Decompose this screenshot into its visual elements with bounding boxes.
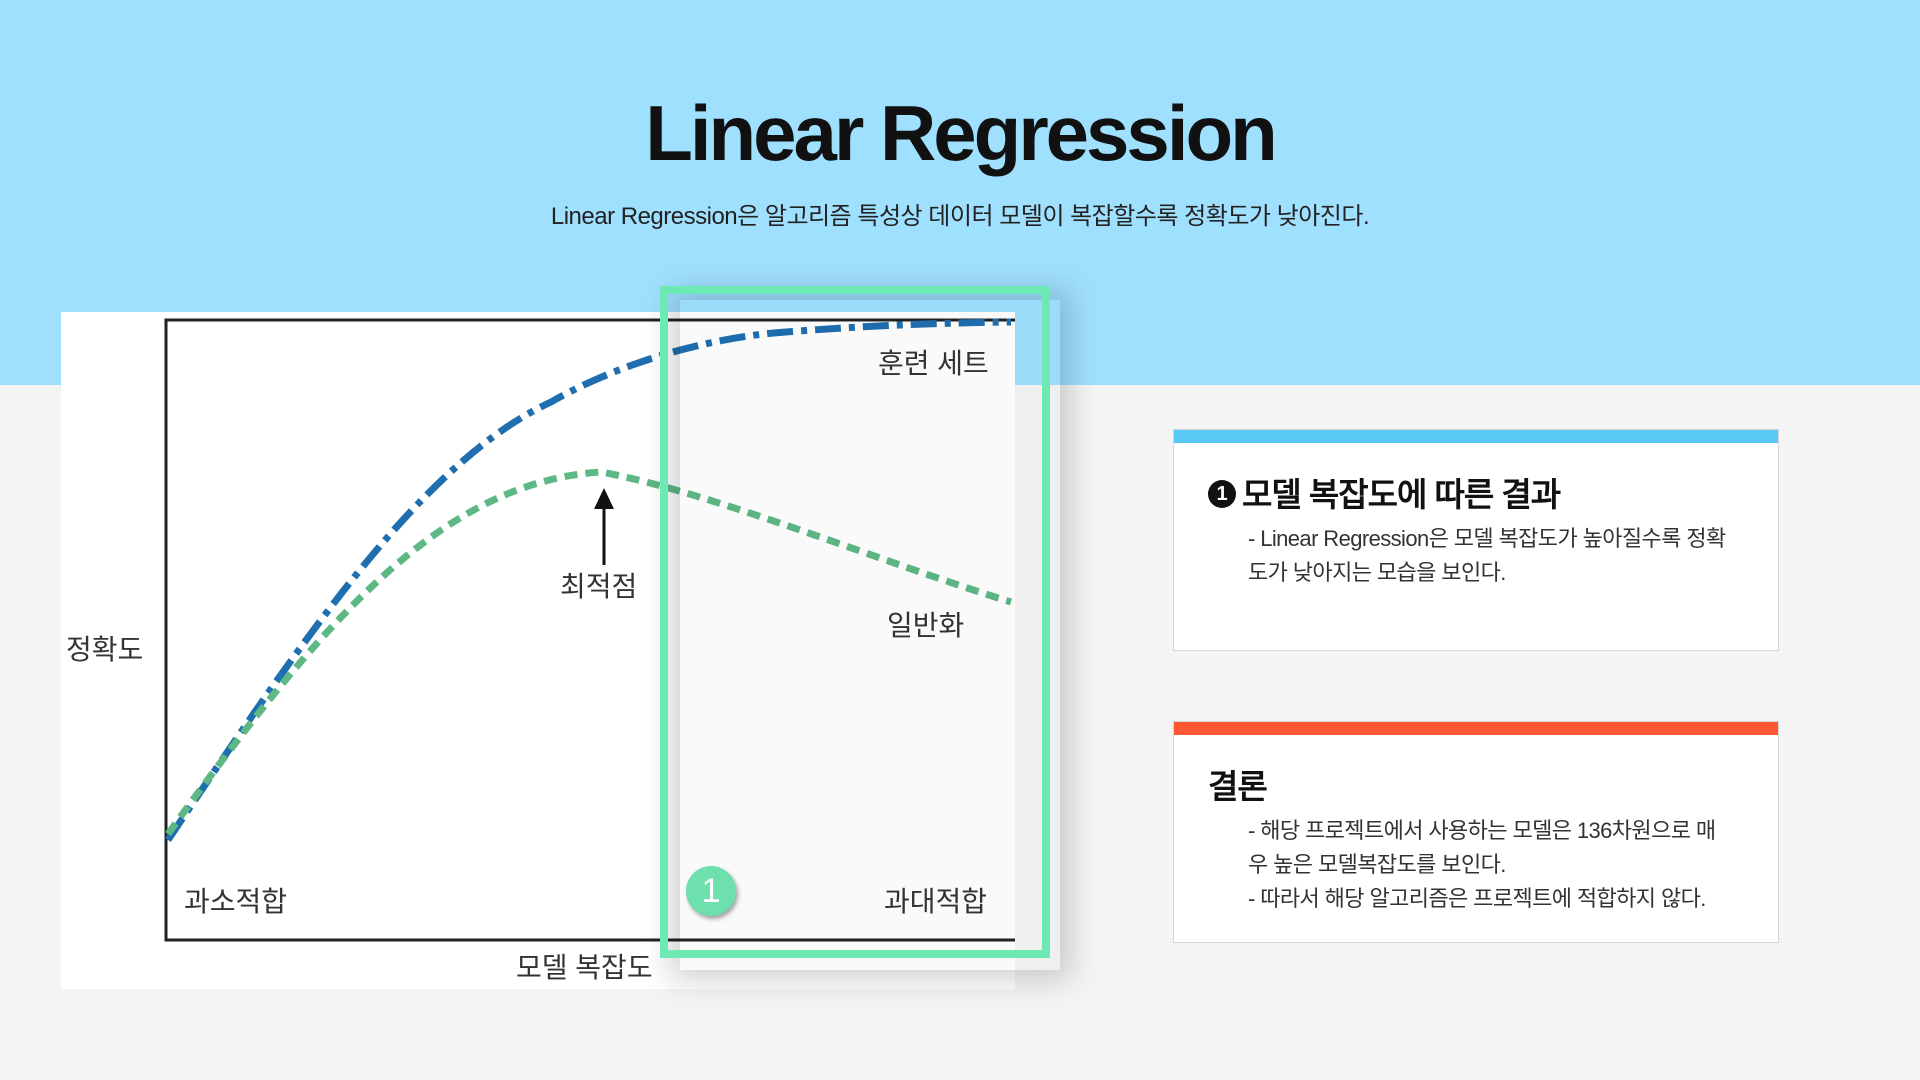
conclusion-card-accent-bar — [1174, 722, 1778, 735]
result-line-2: 도가 낮아지는 모습을 보인다. — [1248, 560, 1506, 585]
overfit-highlight-box — [660, 286, 1050, 958]
page-title: Linear Regression — [645, 89, 1278, 177]
overfit-label: 과대적합 — [884, 886, 988, 917]
marker-badge: 1 — [686, 866, 736, 916]
x-axis-label: 모델 복잡도 — [516, 952, 653, 983]
general-curve-label: 일반화 — [887, 610, 965, 641]
result-card-title: 1 모델 복잡도에 따른 결과 — [1208, 468, 1561, 516]
diagram-graphic — [164, 318, 1015, 942]
plot-frame — [164, 318, 1015, 942]
conclusion-line-1: - 해당 프로젝트에서 사용하는 모델은 136차원으로 매 — [1248, 818, 1716, 843]
conclusion-card-body: - 해당 프로젝트에서 사용하는 모델은 136차원으로 매 우 높은 모델복잡… — [1248, 814, 1758, 916]
conclusion-line-3: - 따라서 해당 알고리즘은 프로젝트에 적합하지 않다. — [1248, 886, 1706, 911]
result-card-body: - Linear Regression은 모델 복잡도가 높아질수록 정확 도가… — [1248, 522, 1758, 590]
train-curve — [165, 318, 1012, 842]
number-one-badge: 1 — [1208, 480, 1236, 509]
y-axis-label: 정확도 — [66, 634, 144, 665]
train-curve-label: 훈련 세트 — [878, 348, 989, 379]
conclusion-card-title: 결론 — [1208, 768, 1268, 805]
result-line-1: - Linear Regression은 모델 복잡도가 높아질수록 정확 — [1248, 526, 1726, 551]
conclusion-card: 결론 - 해당 프로젝트에서 사용하는 모델은 136차원으로 매 우 높은 모… — [1173, 721, 1779, 943]
underfit-label: 과소적합 — [184, 886, 288, 917]
page-subtitle: Linear Regression은 알고리즘 특성상 데이터 모델이 복잡할수… — [550, 203, 1370, 230]
result-card-accent-bar — [1174, 430, 1778, 443]
optimum-label: 최적점 — [560, 571, 638, 602]
result-card-title-text: 모델 복잡도에 따른 결과 — [1242, 476, 1561, 513]
conclusion-line-2: 우 높은 모델복잡도를 보인다. — [1248, 852, 1506, 877]
optimum-arrow-head — [594, 488, 614, 509]
result-card: 1 모델 복잡도에 따른 결과 - Linear Regression은 모델 복… — [1173, 429, 1779, 651]
complexity-diagram — [61, 312, 1015, 989]
